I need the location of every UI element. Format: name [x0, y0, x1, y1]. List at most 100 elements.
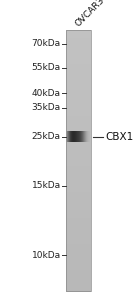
- Bar: [78, 131, 79, 142]
- Bar: [87, 131, 88, 142]
- Bar: [67, 131, 68, 142]
- Bar: [66, 213, 91, 216]
- Bar: [89, 131, 90, 142]
- Bar: [80, 131, 81, 142]
- Bar: [70, 131, 71, 142]
- Bar: [66, 119, 91, 122]
- Bar: [66, 64, 91, 67]
- Bar: [87, 131, 88, 142]
- Bar: [66, 127, 91, 130]
- Bar: [73, 131, 74, 142]
- Bar: [66, 95, 91, 98]
- Bar: [83, 131, 84, 142]
- Bar: [66, 288, 91, 292]
- Bar: [81, 131, 82, 142]
- Bar: [81, 131, 82, 142]
- Bar: [79, 131, 80, 142]
- Bar: [86, 131, 87, 142]
- Bar: [74, 131, 75, 142]
- Bar: [73, 131, 74, 142]
- Bar: [77, 131, 78, 142]
- Bar: [76, 131, 77, 142]
- Bar: [70, 131, 71, 142]
- Bar: [87, 131, 88, 142]
- Bar: [88, 131, 89, 142]
- Bar: [88, 131, 89, 142]
- Bar: [80, 131, 81, 142]
- Bar: [73, 131, 74, 142]
- Bar: [66, 215, 91, 218]
- Text: 70kDa: 70kDa: [32, 39, 61, 48]
- Bar: [66, 265, 91, 268]
- Bar: [78, 131, 79, 142]
- Bar: [84, 131, 86, 142]
- Bar: [84, 131, 85, 142]
- Bar: [66, 134, 91, 137]
- Bar: [66, 82, 91, 85]
- Bar: [66, 103, 91, 106]
- Bar: [85, 131, 86, 142]
- Bar: [86, 131, 87, 142]
- Bar: [66, 90, 91, 93]
- Bar: [72, 131, 73, 142]
- Bar: [72, 131, 73, 142]
- Bar: [66, 254, 91, 258]
- Bar: [73, 131, 74, 142]
- Bar: [66, 236, 91, 239]
- Bar: [85, 131, 86, 142]
- Bar: [69, 131, 70, 142]
- Bar: [66, 111, 91, 114]
- Bar: [86, 131, 87, 142]
- Bar: [70, 131, 71, 142]
- Bar: [71, 131, 72, 142]
- Bar: [89, 131, 90, 142]
- Bar: [67, 131, 68, 142]
- Bar: [83, 131, 84, 142]
- Bar: [75, 131, 76, 142]
- Bar: [79, 131, 80, 142]
- Bar: [66, 158, 91, 161]
- Bar: [78, 131, 79, 142]
- Bar: [66, 155, 91, 158]
- Bar: [77, 131, 78, 142]
- Bar: [66, 194, 91, 197]
- Bar: [81, 131, 82, 142]
- Bar: [66, 40, 91, 43]
- Bar: [66, 184, 91, 187]
- Bar: [72, 131, 73, 142]
- Bar: [66, 77, 91, 80]
- Bar: [83, 131, 84, 142]
- Bar: [79, 131, 80, 142]
- Bar: [78, 131, 79, 142]
- Bar: [76, 131, 77, 142]
- Bar: [83, 131, 84, 142]
- Bar: [72, 131, 73, 142]
- Bar: [82, 131, 83, 142]
- Text: 35kDa: 35kDa: [32, 103, 61, 112]
- Bar: [69, 131, 70, 142]
- Bar: [66, 257, 91, 260]
- Bar: [66, 131, 67, 142]
- Bar: [82, 131, 83, 142]
- Bar: [87, 131, 88, 142]
- Bar: [87, 131, 88, 142]
- Bar: [85, 131, 86, 142]
- Bar: [82, 131, 83, 142]
- Bar: [70, 131, 71, 142]
- Bar: [66, 280, 91, 284]
- Bar: [68, 131, 69, 142]
- Bar: [66, 187, 91, 190]
- Bar: [74, 131, 75, 142]
- Bar: [71, 131, 72, 142]
- Bar: [66, 171, 91, 174]
- Bar: [71, 131, 72, 142]
- Bar: [80, 131, 81, 142]
- Bar: [66, 56, 91, 59]
- Bar: [66, 168, 91, 171]
- Bar: [71, 131, 72, 142]
- Bar: [87, 131, 88, 142]
- Bar: [80, 131, 81, 142]
- Bar: [78, 131, 79, 142]
- Bar: [66, 124, 91, 127]
- Bar: [78, 131, 79, 142]
